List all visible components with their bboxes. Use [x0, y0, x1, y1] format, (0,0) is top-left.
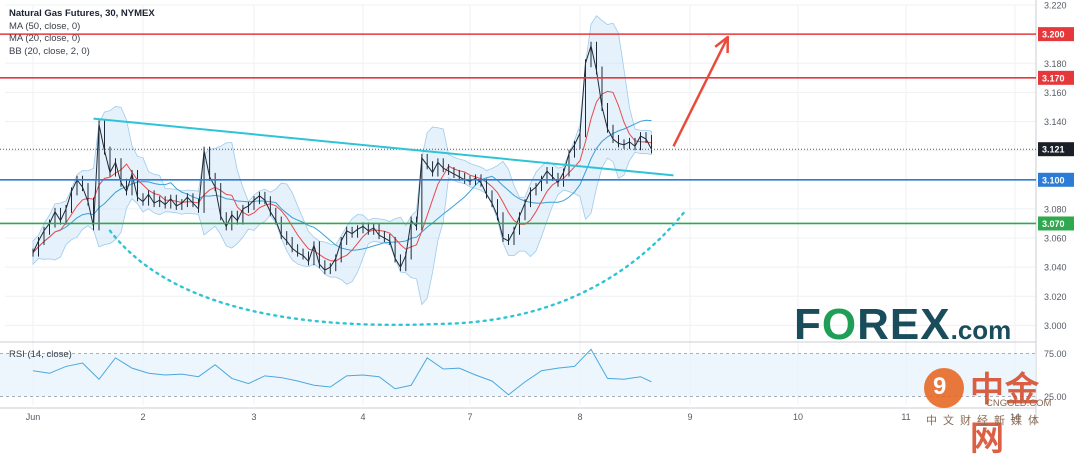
rounding-bottom-curve [108, 210, 686, 327]
price-series [32, 41, 652, 275]
x-tick-label: 3 [251, 412, 256, 422]
x-axis: Jun 2 3 4 7 8 9 10 11 14 [26, 412, 1020, 422]
y-tick-label: 3.020 [1044, 292, 1067, 302]
annotations [93, 35, 730, 327]
legend-bb: BB (20, close, 2, 0) [9, 45, 90, 57]
rsi-label: RSI (14, close) [9, 349, 72, 360]
level-tag [1038, 27, 1074, 42]
x-tick-label: 9 [687, 412, 692, 422]
y-tick-label: 3.160 [1044, 88, 1067, 98]
y-axis: 3.2203.2003.1803.1603.1403.1203.1003.080… [1038, 1, 1074, 402]
x-tick-label: 11 [901, 412, 910, 422]
y-tick-label: 3.180 [1044, 59, 1067, 69]
y-tick-label: 3.080 [1044, 204, 1067, 214]
cngold-site: CNGOLD.COM [986, 398, 1052, 409]
bollinger-band [32, 15, 652, 306]
ma50-line [32, 119, 652, 253]
trendline [93, 117, 674, 177]
x-tick-label: 7 [467, 412, 472, 422]
level-tag [1038, 70, 1074, 85]
legend-ma20: MA (20, close, 0) [9, 33, 81, 44]
rsi-line [32, 348, 652, 396]
y-tick-label: 3.040 [1044, 263, 1067, 273]
legend-ma50: MA (50, close, 0) [9, 20, 81, 32]
level-tag-label: 3.070 [1042, 219, 1065, 229]
y-tick-label: 3.060 [1044, 234, 1067, 244]
cngold-logo-icon: 9 [924, 368, 964, 408]
rsi-tick-label: 75.00 [1044, 349, 1067, 359]
ma20-path [32, 90, 652, 262]
price-line [32, 43, 652, 271]
y-tick-label: 3.140 [1044, 117, 1067, 127]
forex-logo: FOREX.com [794, 300, 1012, 349]
x-tick-label: 2 [140, 412, 145, 422]
y-tick-label: 3.000 [1044, 321, 1067, 331]
x-tick-label: Jun [26, 412, 41, 422]
cngold-title: 中金网 [970, 371, 1040, 458]
x-tick-label: 8 [577, 412, 582, 422]
x-tick-label: 4 [360, 412, 365, 422]
chart-canvas: 3.2203.2003.1803.1603.1403.1203.1003.080… [0, 0, 1074, 422]
level-tag-label: 3.100 [1042, 175, 1065, 185]
projection-arrow [672, 36, 729, 147]
rsi-tick-label: 25.00 [1044, 392, 1067, 402]
ma50-path [32, 119, 652, 253]
level-lines [0, 33, 1036, 225]
x-tick-label: 10 [793, 412, 803, 422]
chart-title: Natural Gas Futures, 30, NYMEX [9, 8, 155, 19]
level-tag [1038, 172, 1074, 187]
bb-area [32, 15, 652, 306]
level-tag-label: 3.121 [1042, 145, 1065, 155]
arrow-head [714, 35, 730, 54]
level-tag [1038, 216, 1074, 231]
rsi-panel [0, 348, 1036, 397]
level-tag-label: 3.170 [1042, 73, 1065, 83]
chart-legend: Natural Gas Futures, 30, NYMEX MA (50, c… [9, 8, 155, 58]
cngold-subtitle: 中文财经新媒体 [926, 415, 1045, 427]
x-tick-label: 14 [1010, 412, 1020, 422]
ma20-line [32, 90, 652, 262]
cngold-watermark: 9 中金网 CNGOLD.COM 中文财经新媒体 [924, 360, 1074, 458]
level-tag [1038, 142, 1074, 157]
rsi-band [0, 353, 1036, 397]
level-tag-label: 3.200 [1042, 30, 1065, 40]
y-tick-label: 3.220 [1044, 1, 1067, 11]
